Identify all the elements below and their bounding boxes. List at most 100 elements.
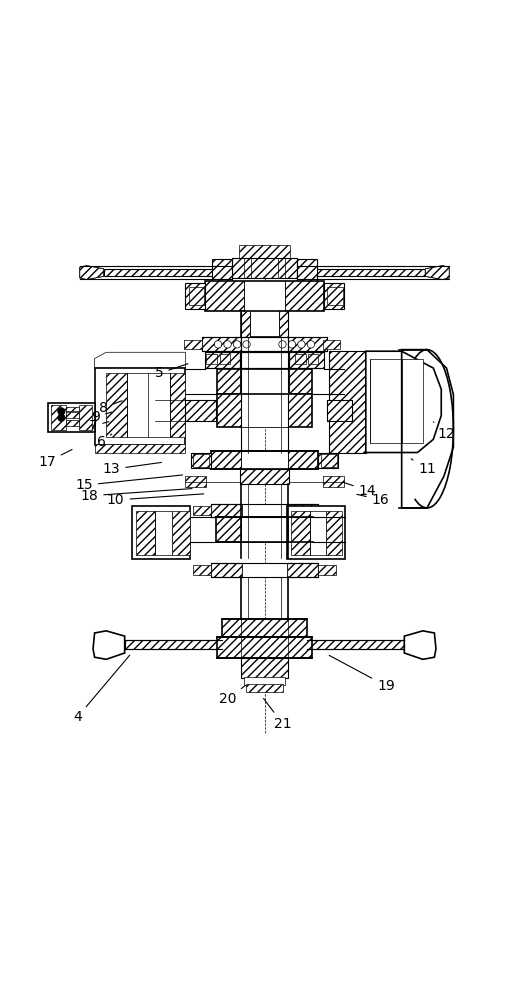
Bar: [95, 368, 185, 445]
Text: 7: 7: [89, 419, 109, 433]
Bar: [240, 352, 289, 368]
Bar: [217, 637, 312, 658]
Bar: [324, 283, 344, 309]
Bar: [240, 369, 289, 394]
Bar: [211, 563, 242, 577]
Text: 5: 5: [154, 364, 188, 380]
Bar: [329, 351, 366, 453]
Text: 10: 10: [107, 493, 204, 507]
Bar: [241, 517, 288, 542]
Bar: [193, 454, 209, 467]
Circle shape: [279, 341, 286, 348]
Text: 9: 9: [91, 410, 112, 424]
Bar: [287, 506, 345, 559]
Bar: [242, 504, 287, 517]
Bar: [66, 412, 79, 418]
Bar: [125, 640, 222, 649]
Bar: [66, 407, 79, 411]
Circle shape: [243, 341, 250, 348]
Circle shape: [298, 341, 305, 348]
Bar: [155, 511, 171, 555]
Bar: [216, 517, 313, 542]
Bar: [241, 311, 288, 337]
Bar: [202, 337, 241, 351]
Circle shape: [224, 341, 231, 348]
Bar: [217, 369, 312, 394]
Bar: [291, 511, 310, 555]
Bar: [241, 658, 288, 678]
Circle shape: [307, 341, 315, 348]
Bar: [289, 352, 324, 368]
Bar: [288, 337, 327, 351]
Text: 21: 21: [263, 698, 292, 731]
Bar: [169, 373, 185, 437]
Bar: [188, 287, 204, 305]
Bar: [287, 563, 318, 577]
Circle shape: [214, 341, 222, 348]
Bar: [307, 640, 404, 649]
Bar: [184, 340, 202, 349]
Bar: [244, 677, 285, 685]
Circle shape: [58, 414, 65, 421]
Polygon shape: [425, 266, 449, 279]
Text: 14: 14: [344, 482, 376, 498]
Bar: [185, 476, 206, 487]
Bar: [327, 400, 352, 421]
Bar: [318, 506, 336, 515]
Bar: [132, 506, 189, 559]
Bar: [318, 565, 336, 575]
Bar: [220, 354, 230, 364]
Bar: [297, 269, 425, 276]
Bar: [51, 405, 66, 430]
Bar: [241, 394, 288, 427]
Bar: [127, 373, 169, 437]
Bar: [239, 245, 290, 259]
Bar: [370, 359, 423, 443]
Bar: [217, 394, 312, 427]
Polygon shape: [80, 266, 104, 279]
Bar: [185, 400, 216, 421]
Bar: [243, 258, 286, 262]
Circle shape: [288, 341, 296, 348]
Text: 12: 12: [433, 422, 455, 441]
Text: 13: 13: [103, 462, 161, 476]
Text: 16: 16: [357, 493, 389, 507]
Text: 11: 11: [411, 459, 436, 476]
Polygon shape: [404, 631, 436, 659]
Bar: [241, 337, 288, 351]
Bar: [279, 311, 288, 337]
Bar: [323, 340, 341, 349]
Bar: [327, 287, 343, 305]
Bar: [318, 453, 339, 468]
Bar: [206, 354, 217, 364]
Circle shape: [233, 341, 241, 348]
Bar: [205, 352, 240, 368]
Bar: [241, 451, 288, 469]
Text: 8: 8: [99, 401, 122, 415]
Polygon shape: [95, 352, 185, 368]
Bar: [297, 259, 317, 283]
Bar: [295, 354, 306, 364]
Bar: [232, 258, 297, 278]
Bar: [212, 259, 232, 283]
Bar: [193, 565, 211, 575]
Text: 18: 18: [80, 489, 192, 503]
Bar: [211, 451, 318, 469]
Bar: [326, 511, 342, 555]
Bar: [48, 403, 95, 432]
Bar: [193, 506, 211, 515]
Polygon shape: [93, 631, 125, 659]
Bar: [308, 354, 318, 364]
Bar: [240, 469, 289, 484]
Bar: [241, 311, 250, 337]
Bar: [287, 504, 318, 517]
Bar: [205, 281, 324, 311]
Bar: [327, 400, 352, 421]
Bar: [245, 684, 284, 692]
Bar: [66, 420, 79, 426]
Text: 6: 6: [96, 434, 112, 449]
Bar: [171, 511, 189, 555]
Bar: [211, 504, 242, 517]
Polygon shape: [366, 351, 441, 453]
Bar: [136, 511, 155, 555]
